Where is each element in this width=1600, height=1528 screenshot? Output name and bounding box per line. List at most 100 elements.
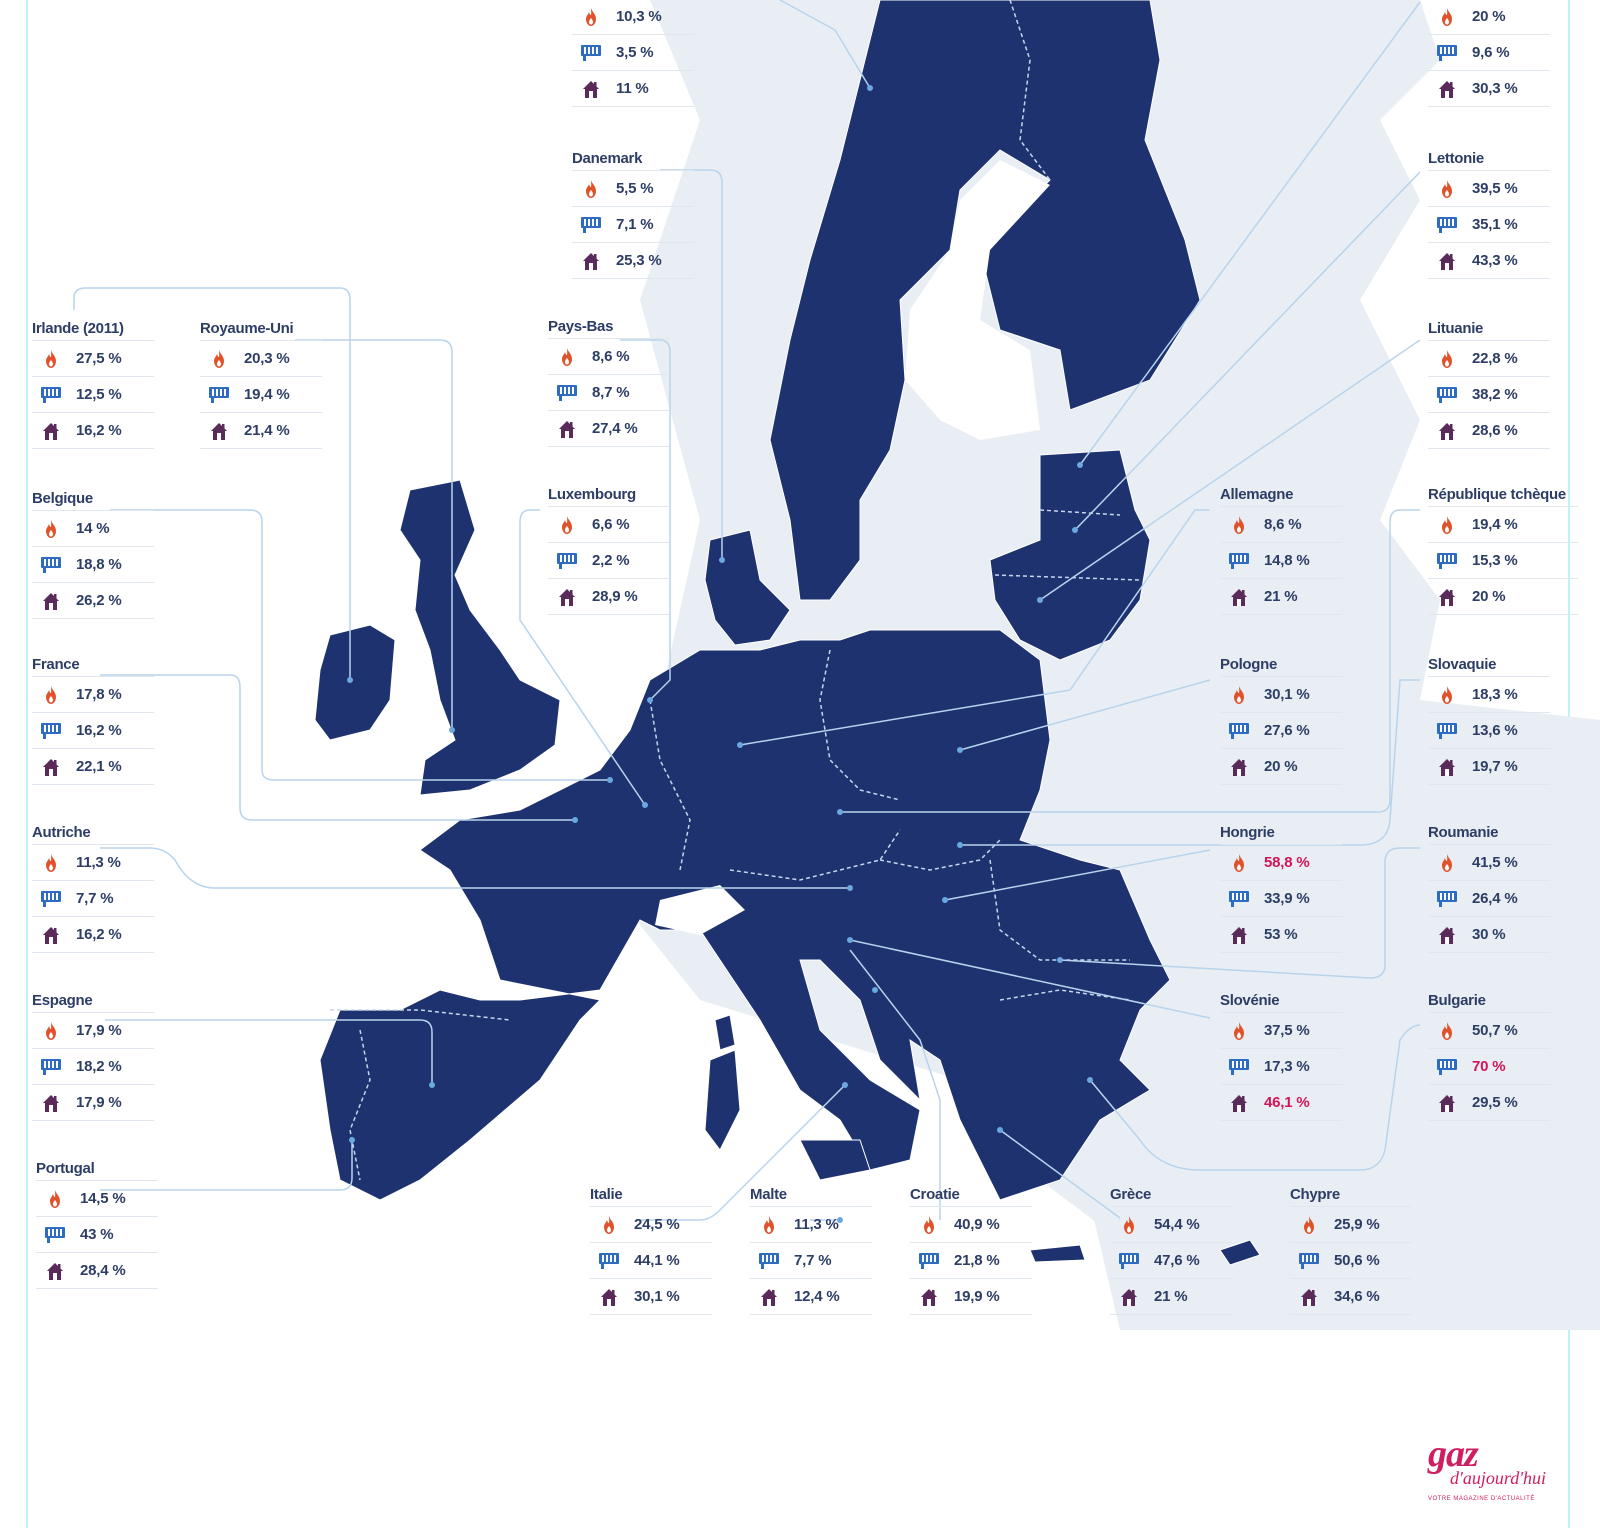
flame-icon	[1436, 349, 1458, 369]
flame-icon	[1228, 853, 1250, 873]
stat-value: 26,2 %	[76, 592, 122, 609]
stat-value: 12,4 %	[794, 1288, 840, 1305]
country-name: République tchèque	[1428, 484, 1578, 507]
leader-slovaquie	[960, 679, 1420, 846]
radiator-icon	[758, 1251, 780, 1271]
radiator-icon	[40, 889, 62, 909]
house-icon	[1228, 587, 1250, 607]
country-name: Lettonie	[1428, 148, 1550, 171]
stat-row: 37,5 %	[1220, 1013, 1342, 1049]
stat-row: 47,6 %	[1110, 1243, 1232, 1279]
brand-logo: gaz d'aujourd'hui VOTRE MAGAZINE D'ACTUA…	[1422, 1432, 1572, 1512]
stat-row: 18,8 %	[32, 547, 154, 583]
flame-icon	[1298, 1215, 1320, 1235]
house-icon	[44, 1261, 66, 1281]
stat-value: 19,9 %	[954, 1288, 1000, 1305]
stat-value: 50,6 %	[1334, 1252, 1380, 1269]
country-name: Allemagne	[1220, 484, 1342, 507]
point-luxembourg	[642, 802, 648, 808]
stat-row: 12,4 %	[750, 1279, 872, 1315]
country-name: Pologne	[1220, 654, 1342, 677]
flame-icon	[918, 1215, 940, 1235]
stat-row: 28,4 %	[36, 1253, 158, 1289]
leader-italie	[640, 1084, 846, 1221]
stat-row: 19,4 %	[200, 377, 322, 413]
flame-icon	[580, 179, 602, 199]
point-slovenie	[847, 937, 853, 943]
leader-belgique	[110, 509, 610, 781]
stat-value: 20 %	[1472, 8, 1506, 25]
point-suede	[867, 85, 873, 91]
country-card-hongrie: Hongrie 58,8 % 33,9 % 53 %	[1220, 822, 1342, 953]
flame-icon	[1436, 1021, 1458, 1041]
flame-icon	[40, 685, 62, 705]
country-name: Pays-Bas	[548, 316, 670, 339]
country-card-danemark: Danemark 5,5 % 7,1 % 25,3 %	[572, 148, 694, 279]
stat-value: 40,9 %	[954, 1216, 1000, 1233]
stat-value: 25,3 %	[616, 252, 662, 269]
great-britain-shape	[399, 479, 561, 796]
point-lettonie	[1072, 527, 1078, 533]
country-card-portugal: Portugal 14,5 % 43 % 28,4 %	[36, 1158, 158, 1289]
stat-value: 21,8 %	[954, 1252, 1000, 1269]
radiator-icon	[40, 1057, 62, 1077]
stat-value: 33,9 %	[1264, 890, 1310, 907]
country-card-luxembourg: Luxembourg 6,6 % 2,2 % 28,9 %	[548, 484, 670, 615]
stat-row: 18,3 %	[1428, 677, 1550, 713]
crete-shape	[1029, 1244, 1086, 1263]
stat-value: 14 %	[76, 520, 110, 537]
stat-row: 40,9 %	[910, 1207, 1032, 1243]
flame-icon	[758, 1215, 780, 1235]
country-name: Bulgarie	[1428, 990, 1550, 1013]
stat-value: 39,5 %	[1472, 180, 1518, 197]
stat-row: 7,1 %	[572, 207, 694, 243]
flame-icon	[580, 7, 602, 27]
stat-value: 8,7 %	[592, 384, 630, 401]
country-name: France	[32, 654, 154, 677]
stat-row: 11 %	[572, 71, 694, 107]
stat-row: 58,8 %	[1220, 845, 1342, 881]
point-royaume-uni	[449, 727, 455, 733]
point-pologne	[957, 747, 963, 753]
border-bulgaria	[999, 989, 1131, 1001]
stat-row: 19,9 %	[910, 1279, 1032, 1315]
stat-row: 6,6 %	[548, 507, 670, 543]
denmark-shape	[704, 529, 791, 646]
border-baltic-1	[1039, 509, 1121, 516]
house-icon	[758, 1287, 780, 1307]
house-icon	[1436, 1093, 1458, 1113]
country-name: Slovaquie	[1428, 654, 1550, 677]
stat-value: 21,4 %	[244, 422, 290, 439]
stat-value: 43 %	[80, 1226, 114, 1243]
country-name: Croatie	[910, 1184, 1032, 1207]
stat-row: 41,5 %	[1428, 845, 1550, 881]
brand-logo-main: gaz	[1428, 1433, 1479, 1475]
radiator-icon	[40, 721, 62, 741]
country-name: Grèce	[1110, 1184, 1232, 1207]
stat-value: 43,3 %	[1472, 252, 1518, 269]
country-card-roumanie: Roumanie 41,5 % 26,4 % 30 %	[1428, 822, 1550, 953]
house-icon	[208, 421, 230, 441]
house-icon	[598, 1287, 620, 1307]
stat-value: 17,8 %	[76, 686, 122, 703]
stat-value: 15,3 %	[1472, 552, 1518, 569]
stat-value: 13,6 %	[1472, 722, 1518, 739]
stat-value: 7,1 %	[616, 216, 654, 233]
house-icon	[40, 421, 62, 441]
stat-value: 27,5 %	[76, 350, 122, 367]
sicily-shape	[799, 1139, 871, 1181]
stat-row: 19,7 %	[1428, 749, 1550, 785]
stat-value: 11,3 %	[794, 1216, 839, 1233]
eu-land	[314, 0, 1261, 1266]
point-tchequie	[837, 809, 843, 815]
house-icon	[580, 251, 602, 271]
radiator-icon	[1228, 551, 1250, 571]
leader-royaume-uni	[295, 339, 453, 730]
house-icon	[556, 587, 578, 607]
point-lituanie	[1037, 597, 1043, 603]
stat-value: 70 %	[1472, 1058, 1506, 1075]
flame-icon	[1228, 685, 1250, 705]
stat-row: 14,8 %	[1220, 543, 1342, 579]
gulf-of-bothnia	[905, 160, 1050, 440]
